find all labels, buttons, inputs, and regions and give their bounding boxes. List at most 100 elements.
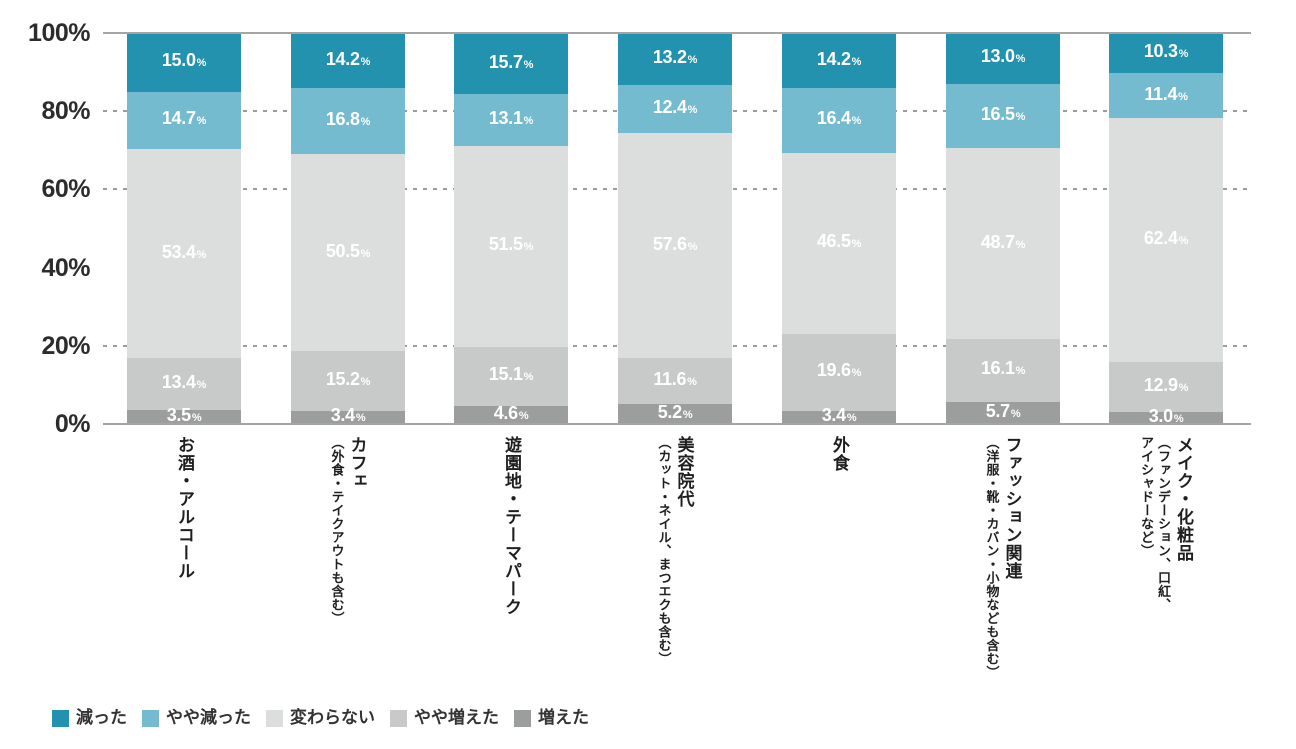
percent-sign: % [1015, 111, 1026, 124]
category-label-cosmetics: メイク・化粧品 （ファンデーション、口紅、 アイシャドーなど） [1138, 436, 1194, 736]
category-label-cafe: カフェ （外食・テイクアウトも含む） [329, 436, 368, 736]
percent-sign: % [523, 58, 534, 71]
percent-sign: % [1178, 90, 1188, 103]
value-label: 14.2% [325, 48, 371, 69]
y-tick-label-80: 80% [41, 97, 90, 126]
percent-sign: % [1010, 407, 1021, 420]
segment-decreased-cafe: 14.2% [291, 33, 405, 89]
legend-swatch-somewhat-increased [390, 709, 407, 727]
value-label: 3.5% [166, 405, 202, 424]
category-label-main: メイク・化粧品 [1174, 436, 1193, 562]
value-label: 13.1% [488, 107, 534, 128]
plot-area: 15.0% 14.7% 53.4% 13.4% 3.5% 14.2% 16.8% 50.5% 1… [103, 32, 1251, 425]
segment-decreased-hair-salon: 13.2% [618, 33, 732, 85]
segment-increased-theme-park: 4.6% [454, 404, 568, 424]
y-tick-label-40: 40% [41, 253, 90, 282]
category-label-fashion: ファッション関連 （洋服・靴・カバン・小物なども含む） [984, 436, 1023, 736]
category-label-main: 遊園地・テーマパーク [502, 436, 521, 616]
percent-sign: % [360, 247, 371, 260]
percent-sign: % [196, 379, 207, 392]
value-label: 11.4% [1144, 83, 1188, 104]
segment-increased-eating-out: 3.4% [782, 406, 896, 424]
bar-cosmetics: 10.3% 11.4% 62.4% 12.9% 3.0% [1109, 33, 1223, 424]
value-label: 15.7% [488, 51, 534, 72]
legend-label-decreased: 減った [76, 708, 127, 727]
axis-line-100 [103, 32, 1251, 34]
percent-sign: % [687, 375, 697, 388]
segment-somewhat-increased-theme-park: 15.1% [454, 346, 568, 406]
bar-fashion: 13.0% 16.5% 48.7% 16.1% 5.7% [946, 33, 1060, 424]
value-label: 16.1% [980, 358, 1026, 379]
segment-somewhat-decreased-fashion: 16.5% [946, 83, 1060, 149]
segment-somewhat-increased-hair-salon: 11.6% [618, 358, 732, 404]
percent-sign: % [523, 114, 534, 127]
value-label: 11.6% [653, 368, 697, 389]
category-label-sub: （外食・テイクアウトも含む） [329, 436, 345, 625]
percent-sign: % [1015, 238, 1026, 251]
segment-somewhat-increased-cafe: 15.2% [291, 351, 405, 411]
bar-cafe: 14.2% 16.8% 50.5% 15.2% 3.4% [291, 33, 405, 424]
percent-sign: % [687, 103, 698, 116]
value-label: 15.0% [161, 50, 207, 71]
percent-sign: % [523, 371, 534, 384]
category-label-sub: （ファンデーション、口紅、 アイシャドーなど） [1139, 436, 1171, 612]
category-label-hair-salon: 美容院代 （カット・ネイル、まつエクも含む） [656, 436, 695, 736]
category-label-main: お酒・アルコール [175, 436, 194, 580]
y-tick-label-60: 60% [41, 175, 90, 204]
value-label: 5.2% [657, 401, 693, 422]
percent-sign: % [687, 53, 698, 66]
percent-sign: % [1178, 234, 1189, 247]
legend-swatch-decreased [52, 709, 69, 727]
segment-somewhat-increased-alcohol: 13.4% [127, 357, 241, 411]
value-label: 3.0% [1148, 406, 1184, 424]
legend-swatch-increased [514, 709, 531, 727]
segment-unchanged-fashion: 48.7% [946, 148, 1060, 339]
percent-sign: % [1015, 365, 1026, 378]
value-label: 48.7% [980, 231, 1026, 252]
legend-label-unchanged: 変わらない [290, 708, 375, 727]
segment-decreased-theme-park: 15.7% [454, 33, 568, 95]
percent-sign: % [355, 412, 366, 424]
legend-item-increased: 増えた [514, 708, 589, 728]
segment-unchanged-theme-park: 51.5% [454, 145, 568, 347]
legend: 減った やや減った 変わらない やや増えた 増えた [52, 708, 589, 728]
percent-sign: % [851, 238, 862, 251]
value-label: 13.4% [161, 372, 207, 393]
value-label: 19.6% [816, 360, 862, 381]
value-label: 46.5% [816, 231, 862, 252]
bar-eating-out: 14.2% 16.4% 46.5% 19.6% 3.4% [782, 33, 896, 424]
percent-sign: % [196, 115, 207, 128]
y-tick-label-100: 100% [28, 19, 90, 47]
value-label: 13.2% [652, 46, 698, 67]
segment-unchanged-cosmetics: 62.4% [1109, 117, 1223, 362]
percent-sign: % [518, 409, 529, 422]
value-label: 14.2% [816, 48, 862, 69]
category-label-main: ファッション関連 [1002, 436, 1022, 580]
axis-line-0 [103, 423, 1251, 425]
value-label: 16.4% [816, 108, 862, 129]
y-tick-label-20: 20% [41, 331, 90, 360]
segment-unchanged-hair-salon: 57.6% [618, 133, 732, 359]
legend-swatch-unchanged [266, 709, 283, 727]
segment-somewhat-increased-eating-out: 19.6% [782, 334, 896, 411]
value-label: 14.7% [161, 108, 207, 129]
value-label: 5.7% [985, 400, 1021, 421]
percent-sign: % [360, 375, 371, 388]
segment-somewhat-increased-cosmetics: 12.9% [1109, 361, 1223, 413]
percent-sign: % [1178, 382, 1189, 395]
legend-item-somewhat-increased: やや増えた [390, 708, 499, 728]
category-label-main: カフェ [347, 436, 367, 490]
category-label-main: 美容院代 [674, 436, 694, 508]
category-label-sub: （洋服・靴・カバン・小物なども含む） [984, 436, 1000, 679]
value-label: 53.4% [161, 241, 207, 262]
y-tick-label-0: 0% [54, 410, 91, 438]
segment-somewhat-increased-fashion: 16.1% [946, 338, 1060, 402]
segment-somewhat-decreased-alcohol: 14.7% [127, 91, 241, 150]
value-label: 62.4% [1143, 227, 1189, 248]
segment-increased-cafe: 3.4% [291, 406, 405, 424]
category-label-eating-out: 外食 [828, 436, 850, 736]
segment-unchanged-cafe: 50.5% [291, 154, 405, 352]
percent-sign: % [360, 116, 371, 129]
segment-unchanged-eating-out: 46.5% [782, 152, 896, 335]
